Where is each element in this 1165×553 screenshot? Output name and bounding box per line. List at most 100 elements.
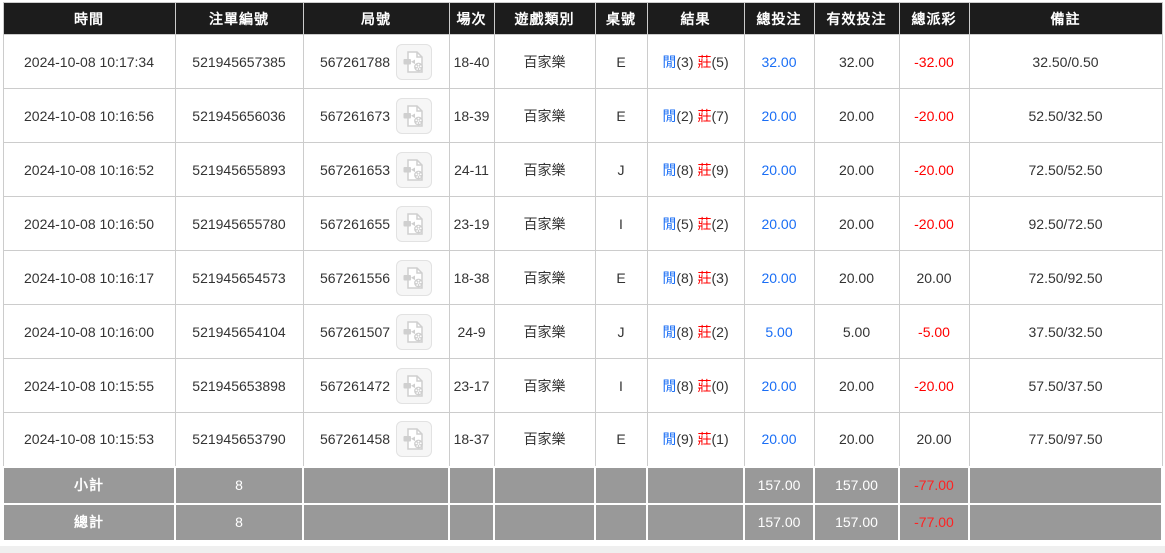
cell-payout: 20.00 (898, 412, 970, 467)
result-banker-label: 莊 (697, 323, 712, 340)
table-row: 2024-10-08 10:16:52 521945655893 5672616… (2, 142, 1163, 197)
cell-time: 2024-10-08 10:16:52 (2, 142, 176, 197)
total-empty-session (448, 502, 495, 542)
cell-round: 567261788 (302, 34, 450, 89)
round-number: 567261507 (319, 323, 391, 340)
total-count: 8 (174, 502, 304, 542)
cell-remark: 37.50/32.50 (968, 304, 1163, 359)
result-banker-label: 莊 (697, 377, 712, 394)
result-banker-score: (1) (711, 431, 729, 448)
result-player-score: (8) (676, 323, 694, 340)
result-banker-score: (7) (711, 107, 729, 124)
result-player-label: 閒 (662, 53, 677, 70)
video-replay-button[interactable] (396, 421, 433, 458)
total-empty-remark (968, 502, 1163, 542)
video-replay-button[interactable] (396, 205, 433, 242)
cell-table-id: E (594, 34, 648, 89)
result-player-score: (8) (676, 161, 694, 178)
result-player-score: (3) (676, 53, 694, 70)
column-header-table_id: 桌號 (594, 2, 648, 35)
cell-result: 閒(8) 莊(3) (646, 250, 745, 305)
cell-valid-bet: 20.00 (813, 196, 900, 251)
result-banker-score: (3) (711, 269, 729, 286)
cell-time: 2024-10-08 10:17:34 (2, 34, 176, 89)
result-player-label: 閒 (662, 269, 677, 286)
table-row: 2024-10-08 10:16:17 521945654573 5672615… (2, 250, 1163, 305)
round-number: 567261653 (319, 161, 391, 178)
table-header-row: 時間 注單編號 局號 場次 遊戲類別 桌號 結果 總投注 有效投注 總派彩 備註 (2, 2, 1163, 35)
cell-valid-bet: 5.00 (813, 304, 900, 359)
total-row: 總計 8 157.00 157.00 -77.00 (2, 502, 1163, 542)
column-header-result: 結果 (646, 2, 745, 35)
cell-game-type: 百家樂 (493, 88, 596, 143)
cell-remark: 72.50/92.50 (968, 250, 1163, 305)
video-replay-button[interactable] (396, 151, 433, 188)
round-number: 567261788 (319, 53, 391, 70)
window-bottom-strip (0, 546, 1165, 553)
result-player-score: (5) (676, 215, 694, 232)
cell-valid-bet: 20.00 (813, 412, 900, 467)
video-replay-button[interactable] (396, 313, 433, 350)
video-replay-button[interactable] (396, 367, 433, 404)
cell-bet-id: 521945656036 (174, 88, 304, 143)
column-header-session: 場次 (448, 2, 495, 35)
video-replay-button[interactable] (396, 97, 433, 134)
table-row: 2024-10-08 10:15:53 521945653790 5672614… (2, 412, 1163, 467)
video-file-icon (403, 374, 423, 397)
column-header-round: 局號 (302, 2, 450, 35)
cell-bet-id: 521945657385 (174, 34, 304, 89)
cell-result: 閒(5) 莊(2) (646, 196, 745, 251)
result-player-label: 閒 (662, 107, 677, 124)
result-player-label: 閒 (662, 323, 677, 340)
subtotal-empty-remark (968, 465, 1163, 505)
result-banker-label: 莊 (697, 161, 712, 178)
subtotal-valid-bet: 157.00 (813, 465, 900, 505)
subtotal-count: 8 (174, 465, 304, 505)
cell-table-id: E (594, 412, 648, 467)
column-header-total_bet: 總投注 (743, 2, 815, 35)
cell-remark: 77.50/97.50 (968, 412, 1163, 467)
cell-session: 18-40 (448, 34, 495, 89)
video-replay-button[interactable] (396, 43, 433, 80)
cell-time: 2024-10-08 10:15:53 (2, 412, 176, 467)
result-player-label: 閒 (662, 431, 677, 448)
cell-session: 18-39 (448, 88, 495, 143)
video-file-icon (403, 104, 423, 127)
cell-game-type: 百家樂 (493, 196, 596, 251)
total-empty-round (302, 502, 450, 542)
cell-table-id: E (594, 88, 648, 143)
video-replay-button[interactable] (396, 259, 433, 296)
result-banker-score: (2) (711, 215, 729, 232)
cell-table-id: J (594, 304, 648, 359)
cell-result: 閒(9) 莊(1) (646, 412, 745, 467)
cell-remark: 52.50/32.50 (968, 88, 1163, 143)
result-banker-label: 莊 (697, 53, 712, 70)
cell-game-type: 百家樂 (493, 304, 596, 359)
subtotal-empty-round (302, 465, 450, 505)
result-banker-label: 莊 (697, 431, 712, 448)
cell-round: 567261653 (302, 142, 450, 197)
subtotal-row: 小計 8 157.00 157.00 -77.00 (2, 465, 1163, 505)
cell-valid-bet: 20.00 (813, 250, 900, 305)
cell-table-id: I (594, 196, 648, 251)
result-banker-score: (0) (711, 377, 729, 394)
subtotal-label: 小計 (2, 465, 176, 505)
cell-payout: -20.00 (898, 88, 970, 143)
cell-total-bet: 20.00 (743, 358, 815, 413)
cell-bet-id: 521945655893 (174, 142, 304, 197)
cell-total-bet: 5.00 (743, 304, 815, 359)
cell-table-id: J (594, 142, 648, 197)
table-row: 2024-10-08 10:16:56 521945656036 5672616… (2, 88, 1163, 143)
cell-total-bet: 20.00 (743, 88, 815, 143)
cell-round: 567261673 (302, 88, 450, 143)
cell-table-id: E (594, 250, 648, 305)
result-banker-score: (2) (711, 323, 729, 340)
cell-table-id: I (594, 358, 648, 413)
cell-time: 2024-10-08 10:16:17 (2, 250, 176, 305)
round-number: 567261673 (319, 107, 391, 124)
cell-valid-bet: 20.00 (813, 142, 900, 197)
cell-payout: -20.00 (898, 358, 970, 413)
result-player-label: 閒 (662, 377, 677, 394)
video-file-icon (403, 158, 423, 181)
